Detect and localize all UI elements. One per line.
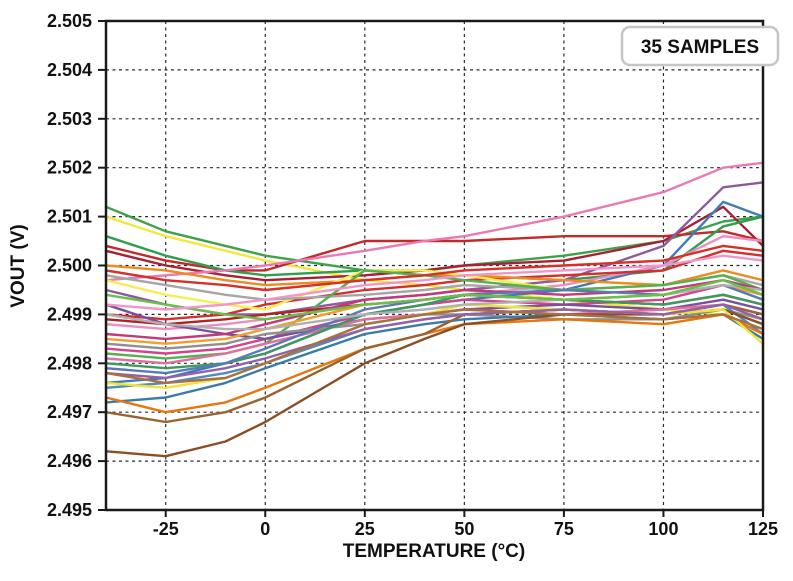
series-line-sample-32 <box>104 283 765 331</box>
series-line-sample-29 <box>104 244 765 292</box>
y-tick-label: 2.496 <box>47 451 92 471</box>
x-tick-label: 0 <box>260 519 270 539</box>
x-tick-label: 125 <box>748 519 778 539</box>
x-axis-title: TEMPERATURE (°C) <box>343 541 525 562</box>
series-line-sample-28 <box>104 279 765 341</box>
y-tick-label: 2.499 <box>47 304 92 324</box>
y-tick-label: 2.503 <box>47 109 92 129</box>
y-tick-label: 2.500 <box>47 256 92 276</box>
y-tick-label: 2.497 <box>47 402 92 422</box>
y-tick-label: 2.505 <box>47 11 92 31</box>
series-line-sample-34 <box>104 254 765 311</box>
x-tick-label: 100 <box>648 519 678 539</box>
axis-tick-labels: -25 0 25 50 75 100 125 2.495 2.496 2.497 2.498 2.49… <box>47 11 778 539</box>
legend-box <box>620 25 780 67</box>
series-line-sample-33 <box>104 279 765 321</box>
legend-label: 35 SAMPLES <box>641 37 759 58</box>
x-tick-label: -25 <box>153 519 179 539</box>
y-axis-title: VOUT (V) <box>8 224 29 307</box>
y-tick-label: 2.501 <box>47 207 92 227</box>
series-line-sample-35 <box>104 308 765 385</box>
y-tick-label: 2.495 <box>47 500 92 520</box>
series-line-sample-27 <box>104 303 765 380</box>
x-tick-label: 25 <box>355 519 375 539</box>
legend: 35 SAMPLES <box>620 25 780 67</box>
series-line-sample-06 <box>104 161 765 282</box>
series-layer <box>104 161 765 458</box>
x-tick-label: 50 <box>454 519 474 539</box>
x-tick-label: 75 <box>554 519 574 539</box>
y-tick-label: 2.498 <box>47 353 92 373</box>
y-tick-label: 2.504 <box>47 60 92 80</box>
series-line-sample-26 <box>104 293 765 370</box>
series-line-sample-10 <box>104 249 765 321</box>
y-tick-label: 2.502 <box>47 158 92 178</box>
ticks-layer <box>98 20 764 517</box>
